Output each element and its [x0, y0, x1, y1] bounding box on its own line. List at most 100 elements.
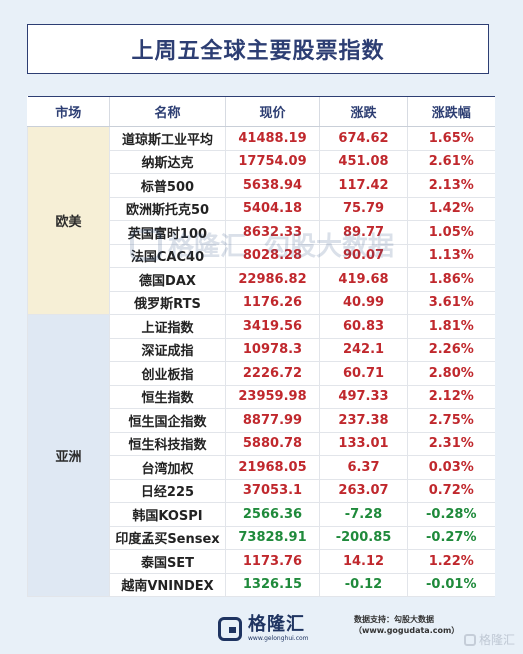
index-change: 14.12 — [319, 549, 408, 574]
index-price: 8028.28 — [225, 244, 320, 268]
index-price: 1173.76 — [225, 549, 320, 574]
index-name: 越南VNINDEX — [109, 573, 226, 597]
header-change: 涨跌 — [319, 96, 408, 127]
table-row: 恒生国企指数 8877.99 237.38 2.75% — [28, 408, 495, 433]
index-name: 台湾加权 — [109, 455, 226, 480]
index-change: 674.62 — [319, 126, 408, 151]
index-name: 日经225 — [109, 479, 226, 503]
header-name: 名称 — [109, 96, 226, 127]
index-price: 8877.99 — [225, 408, 320, 433]
index-pct: 2.31% — [407, 432, 495, 456]
index-name: 韩国KOSPI — [109, 502, 226, 527]
index-change: 75.79 — [319, 197, 408, 221]
logo-url: www.gelonghui.com — [248, 635, 309, 642]
index-name: 法国CAC40 — [109, 244, 226, 268]
index-price: 1176.26 — [225, 291, 320, 315]
index-change: 263.07 — [319, 479, 408, 503]
index-name: 印度孟买Sensex — [109, 526, 226, 550]
index-change: 40.99 — [319, 291, 408, 315]
index-pct: 0.03% — [407, 455, 495, 480]
table-row: 亚洲 上证指数 3419.56 60.83 1.81% — [27, 314, 495, 597]
index-change: -0.12 — [319, 573, 408, 597]
index-change: -200.85 — [319, 526, 408, 550]
table-row: 德国DAX 22986.82 419.68 1.86% — [28, 267, 495, 292]
table-row: 欧洲斯托克50 5404.18 75.79 1.42% — [28, 197, 495, 221]
index-name: 上证指数 — [109, 314, 226, 339]
index-price: 73828.91 — [225, 526, 320, 550]
index-pct: 0.72% — [407, 479, 495, 503]
index-price: 10978.3 — [225, 338, 320, 362]
index-name: 深证成指 — [109, 338, 226, 362]
index-pct: 1.42% — [407, 197, 495, 221]
header-market: 市场 — [27, 96, 110, 127]
table-row: 越南VNINDEX 1326.15 -0.12 -0.01% — [28, 573, 495, 597]
index-pct: 2.61% — [407, 150, 495, 174]
table-row: 深证成指 10978.3 242.1 2.26% — [28, 338, 495, 362]
index-change: 90.07 — [319, 244, 408, 268]
market-asia: 亚洲 — [27, 314, 110, 597]
data-source: 数据支持：勾股大数据（www.gogudata.com） — [354, 615, 460, 635]
index-price: 41488.19 — [225, 126, 320, 151]
index-price: 5880.78 — [225, 432, 320, 456]
index-name: 俄罗斯RTS — [109, 291, 226, 315]
index-price: 22986.82 — [225, 267, 320, 292]
index-change: 117.42 — [319, 173, 408, 198]
table-row: 法国CAC40 8028.28 90.07 1.13% — [28, 244, 495, 268]
table-row: 标普500 5638.94 117.42 2.13% — [28, 173, 495, 198]
header-price: 现价 — [225, 96, 320, 127]
table-row: 纳斯达克 17754.09 451.08 2.61% — [28, 150, 495, 174]
corner-watermark: 格隆汇 — [463, 631, 515, 648]
index-pct: -0.28% — [407, 502, 495, 527]
index-change: 237.38 — [319, 408, 408, 433]
index-pct: 1.81% — [407, 314, 495, 339]
table-row: 欧美 道琼斯工业平均 41488.19 674.62 1.65% — [27, 126, 495, 315]
index-price: 2226.72 — [225, 361, 320, 386]
index-name: 创业板指 — [109, 361, 226, 386]
index-pct: 1.65% — [407, 126, 495, 151]
title-box: 上周五全球主要股票指数 — [27, 24, 489, 74]
table-row: 恒生科技指数 5880.78 133.01 2.31% — [28, 432, 495, 456]
table-row: 韩国KOSPI 2566.36 -7.28 -0.28% — [28, 502, 495, 527]
table-row: 俄罗斯RTS 1176.26 40.99 3.61% — [28, 291, 495, 315]
index-change: 497.33 — [319, 385, 408, 409]
market-eu: 欧美 — [27, 126, 110, 315]
index-pct: -0.01% — [407, 573, 495, 597]
index-price: 1326.15 — [225, 573, 320, 597]
index-name: 恒生科技指数 — [109, 432, 226, 456]
index-name: 标普500 — [109, 173, 226, 198]
index-pct: 2.12% — [407, 385, 495, 409]
table-row: 恒生指数 23959.98 497.33 2.12% — [28, 385, 495, 409]
index-pct: 1.22% — [407, 549, 495, 574]
index-price: 2566.36 — [225, 502, 320, 527]
index-name: 恒生指数 — [109, 385, 226, 409]
header-pct: 涨跌幅 — [407, 96, 495, 127]
logo-icon — [218, 617, 242, 641]
index-pct: 2.75% — [407, 408, 495, 433]
index-pct: -0.27% — [407, 526, 495, 550]
table-row: 台湾加权 21968.05 6.37 0.03% — [28, 455, 495, 480]
index-change: 60.71 — [319, 361, 408, 386]
table-row: 英国富时100 8632.33 89.77 1.05% — [28, 220, 495, 245]
index-table: 市场 名称 现价 涨跌 涨跌幅 欧美 道琼斯工业平均 41488.19 674.62 1… — [27, 96, 495, 597]
table-row: 创业板指 2226.72 60.71 2.80% — [28, 361, 495, 386]
index-name: 英国富时100 — [109, 220, 226, 245]
index-price: 5638.94 — [225, 173, 320, 198]
index-change: 242.1 — [319, 338, 408, 362]
index-price: 5404.18 — [225, 197, 320, 221]
logo-name: 格隆汇 — [248, 614, 305, 635]
index-name: 恒生国企指数 — [109, 408, 226, 433]
index-change: 6.37 — [319, 455, 408, 480]
index-change: 133.01 — [319, 432, 408, 456]
index-name: 德国DAX — [109, 267, 226, 292]
index-price: 3419.56 — [225, 314, 320, 339]
page-title: 上周五全球主要股票指数 — [131, 39, 385, 64]
index-name: 道琼斯工业平均 — [109, 126, 226, 151]
index-price: 21968.05 — [225, 455, 320, 480]
index-name: 欧洲斯托克50 — [109, 197, 226, 221]
index-price: 17754.09 — [225, 150, 320, 174]
table-row: 泰国SET 1173.76 14.12 1.22% — [28, 549, 495, 574]
index-pct: 1.86% — [407, 267, 495, 292]
index-pct: 1.13% — [407, 244, 495, 268]
table-row: 日经225 37053.1 263.07 0.72% — [28, 479, 495, 503]
index-name: 纳斯达克 — [109, 150, 226, 174]
